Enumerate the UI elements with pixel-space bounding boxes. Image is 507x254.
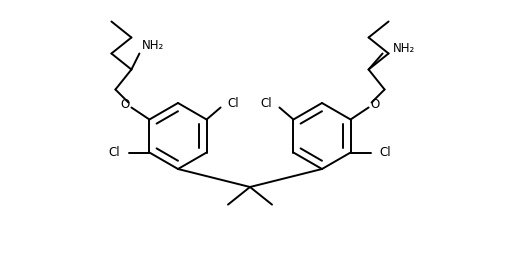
Text: Cl: Cl (228, 97, 239, 110)
Text: O: O (370, 98, 379, 111)
Text: Cl: Cl (380, 146, 391, 159)
Text: Cl: Cl (261, 97, 272, 110)
Text: Cl: Cl (109, 146, 121, 159)
Text: NH₂: NH₂ (141, 39, 164, 52)
Text: NH₂: NH₂ (392, 42, 415, 55)
Text: O: O (121, 98, 130, 111)
